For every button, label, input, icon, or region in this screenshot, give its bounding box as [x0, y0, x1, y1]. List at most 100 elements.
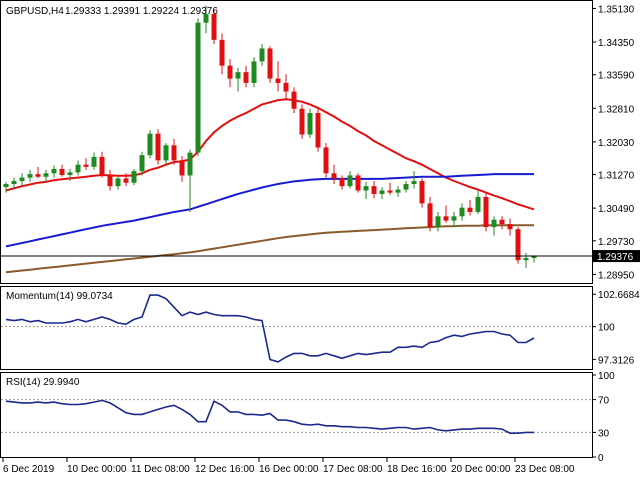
candle[interactable] — [187, 149, 193, 212]
candle-body — [507, 224, 513, 230]
candle-body — [115, 178, 121, 187]
price-axis: 1.35130 1.34350 1.33590 1.32810 1.32030 1.312… — [592, 4, 635, 281]
candle[interactable] — [331, 164, 337, 185]
candle[interactable] — [387, 182, 393, 195]
candle[interactable] — [139, 151, 145, 176]
candle-body — [283, 82, 289, 92]
candle[interactable] — [131, 168, 137, 186]
candle[interactable] — [483, 192, 489, 232]
candle[interactable] — [235, 67, 241, 92]
time-axis: 6 Dec 2019 10 Dec 00:00 11 Dec 08:00 12 Dec… — [2, 458, 575, 475]
candle[interactable] — [219, 33, 225, 75]
candle[interactable] — [435, 211, 441, 232]
candle[interactable] — [67, 168, 73, 182]
candle-body — [307, 113, 313, 135]
price-tick-label: 1.34350 — [598, 38, 635, 49]
candle[interactable] — [451, 211, 457, 228]
price-panel[interactable]: GBPUSD,H4 1.29333 1.29391 1.29224 1.2937… — [0, 0, 640, 284]
candle[interactable] — [515, 227, 521, 264]
candle[interactable] — [347, 171, 353, 189]
candle[interactable] — [355, 173, 361, 193]
candle-body — [131, 171, 137, 183]
price-tick-label: 1.32030 — [598, 138, 635, 149]
candle[interactable] — [531, 255, 537, 263]
candle[interactable] — [83, 158, 89, 170]
candle-body — [83, 164, 89, 167]
candle[interactable] — [427, 196, 433, 232]
candle[interactable] — [27, 169, 33, 182]
candle-body — [347, 175, 353, 187]
candle[interactable] — [491, 216, 497, 236]
rsi-panel[interactable]: RSI(14) 29.9940 100 70 30 0 — [0, 371, 616, 464]
candle-body — [187, 152, 193, 176]
candle-body — [243, 72, 249, 83]
candle-body — [355, 175, 361, 191]
candle[interactable] — [419, 178, 425, 208]
candle[interactable] — [523, 252, 529, 268]
candle[interactable] — [147, 130, 153, 159]
candle[interactable] — [51, 165, 57, 178]
candle[interactable] — [243, 65, 249, 88]
candle-body — [411, 181, 417, 185]
candle-body — [67, 172, 73, 175]
momentum-panel[interactable]: Momentum(14) 99.0734 102.6684 100 97.3126 — [0, 286, 640, 370]
candle[interactable] — [371, 181, 377, 199]
candle[interactable] — [171, 138, 177, 165]
momentum-title: Momentum(14) 99.0734 — [6, 291, 113, 302]
candle[interactable] — [203, 5, 209, 34]
candle[interactable] — [411, 171, 417, 189]
candle-body — [515, 229, 521, 261]
indicator-tick-label: 0 — [598, 453, 604, 464]
candle[interactable] — [99, 151, 105, 178]
candle[interactable] — [499, 216, 505, 230]
candle[interactable] — [379, 187, 385, 200]
candle[interactable] — [123, 173, 129, 187]
candle-body — [147, 133, 153, 156]
candle[interactable] — [163, 143, 169, 165]
candle[interactable] — [507, 218, 513, 236]
ma-slow-line — [5, 224, 534, 274]
time-tick-label: 6 Dec 2019 — [3, 464, 55, 475]
candle[interactable] — [195, 18, 201, 157]
candle[interactable] — [291, 87, 297, 114]
candle[interactable] — [315, 108, 321, 152]
candle[interactable] — [155, 129, 161, 165]
candles[interactable] — [3, 5, 537, 268]
candle-body — [51, 168, 57, 174]
candle[interactable] — [3, 181, 9, 193]
candle[interactable] — [307, 108, 313, 138]
candle[interactable] — [363, 181, 369, 200]
candle[interactable] — [19, 173, 25, 187]
candle[interactable] — [475, 190, 481, 215]
candle[interactable] — [459, 203, 465, 221]
candle[interactable] — [275, 61, 281, 92]
candle[interactable] — [227, 59, 233, 88]
candle-body — [251, 61, 257, 83]
candle[interactable] — [259, 44, 265, 66]
candle[interactable] — [251, 57, 257, 88]
candle[interactable] — [339, 175, 345, 190]
candle[interactable] — [283, 74, 289, 101]
candle[interactable] — [107, 169, 113, 191]
candle[interactable] — [211, 9, 217, 45]
time-tick-label: 12 Dec 16:00 — [195, 464, 255, 475]
indicator-tick-label: 97.3126 — [598, 355, 635, 366]
candle[interactable] — [91, 152, 97, 170]
candle[interactable] — [403, 181, 409, 193]
candle[interactable] — [267, 46, 273, 83]
candle-body — [387, 190, 393, 193]
candle[interactable] — [11, 177, 17, 189]
candle[interactable] — [395, 186, 401, 197]
candle[interactable] — [115, 176, 121, 190]
candle[interactable] — [179, 156, 185, 182]
candle[interactable] — [59, 164, 65, 177]
candle[interactable] — [43, 169, 49, 182]
candle[interactable] — [75, 160, 81, 176]
candle[interactable] — [443, 205, 449, 223]
candle[interactable] — [467, 199, 473, 216]
candle[interactable] — [299, 104, 305, 139]
candle[interactable] — [35, 166, 41, 179]
candle-body — [323, 147, 329, 174]
candle[interactable] — [323, 143, 329, 178]
